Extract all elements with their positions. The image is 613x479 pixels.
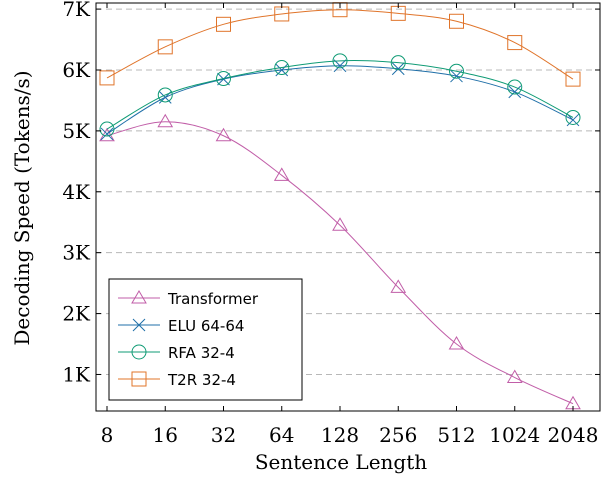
x-tick-label: 64: [269, 423, 294, 447]
data-point-rfa-32-4: [274, 60, 290, 76]
legend: Transformer ELU 64-64 RFA 32-4 T2R 32-4: [108, 278, 303, 401]
y-tick-label: 1K: [62, 362, 91, 386]
x-tick-label: 2048: [548, 423, 599, 447]
data-point-elu-64-64: [566, 113, 580, 127]
x-tick-label: 128: [321, 423, 359, 447]
data-point-t2r-32-4: [157, 39, 173, 55]
legend-marker-transformer: [131, 290, 147, 304]
series-line-t2r-32-4: [106, 9, 574, 80]
legend-marker-rfa-32-4: [131, 344, 147, 360]
legend-label-rfa-32-4: RFA 32-4: [168, 344, 235, 362]
y-tick-label: 7K: [62, 0, 91, 21]
data-point-t2r-32-4: [216, 16, 231, 32]
x-tick-label: 32: [211, 423, 236, 447]
data-point-transformer: [448, 336, 465, 350]
legend-label-transformer: Transformer: [167, 290, 259, 308]
data-point-t2r-32-4: [507, 35, 523, 51]
series-line-elu-64-64: [106, 65, 574, 135]
data-point-t2r-32-4: [449, 13, 464, 29]
data-point-rfa-32-4: [332, 53, 348, 69]
x-tick-label: 256: [379, 423, 417, 447]
legend-marker-t2r-32-4: [131, 371, 147, 387]
data-point-transformer: [273, 167, 290, 181]
data-point-elu-64-64: [391, 62, 405, 76]
data-point-elu-64-64: [333, 59, 347, 73]
x-tick-label: 1024: [489, 423, 540, 447]
legend-box: [108, 278, 303, 401]
data-point-rfa-32-4: [157, 87, 173, 103]
data-point-rfa-32-4: [565, 109, 581, 125]
y-axis-title: Decoding Speed (Tokens/s): [10, 70, 34, 345]
series-line-rfa-32-4: [106, 60, 574, 130]
data-point-rfa-32-4: [216, 71, 231, 87]
data-point-transformer: [506, 369, 523, 384]
legend-label-elu-64-64: ELU 64-64: [168, 317, 244, 335]
data-point-elu-64-64: [508, 85, 522, 99]
data-point-transformer: [332, 217, 348, 231]
y-tick-label: 3K: [62, 241, 91, 265]
x-tick-label: 512: [437, 423, 475, 447]
data-point-rfa-32-4: [390, 55, 406, 71]
legend-marker-elu-64-64: [132, 318, 146, 332]
data-point-rfa-32-4: [99, 121, 115, 137]
y-tick-label: 5K: [62, 119, 91, 143]
legend-label-t2r-32-4: T2R 32-4: [167, 371, 236, 389]
series-layer: [99, 2, 581, 410]
x-tick-label: 8: [101, 423, 114, 447]
plot-frame: [95, 2, 601, 412]
data-point-elu-64-64: [100, 127, 114, 141]
y-tick-label: 6K: [62, 58, 91, 82]
data-point-rfa-32-4: [449, 63, 464, 79]
data-point-elu-64-64: [217, 72, 230, 86]
series-line-transformer: [106, 121, 574, 405]
x-tick-label: 16: [153, 423, 178, 447]
data-point-elu-64-64: [275, 63, 289, 77]
data-point-transformer: [390, 279, 407, 293]
data-point-t2r-32-4: [565, 71, 581, 87]
data-point-t2r-32-4: [99, 70, 115, 86]
data-point-rfa-32-4: [507, 79, 523, 95]
y-tick-label: 4K: [62, 180, 91, 204]
x-axis-title: Sentence Length: [255, 450, 427, 474]
data-point-transformer: [157, 113, 174, 128]
y-tick-label: 2K: [62, 302, 91, 326]
data-point-transformer: [215, 127, 232, 142]
tick-layer: 1K 2K 3K 4K 5K 6K 7K 8 16 32 64 128 256 512 1024 2048: [62, 0, 600, 447]
